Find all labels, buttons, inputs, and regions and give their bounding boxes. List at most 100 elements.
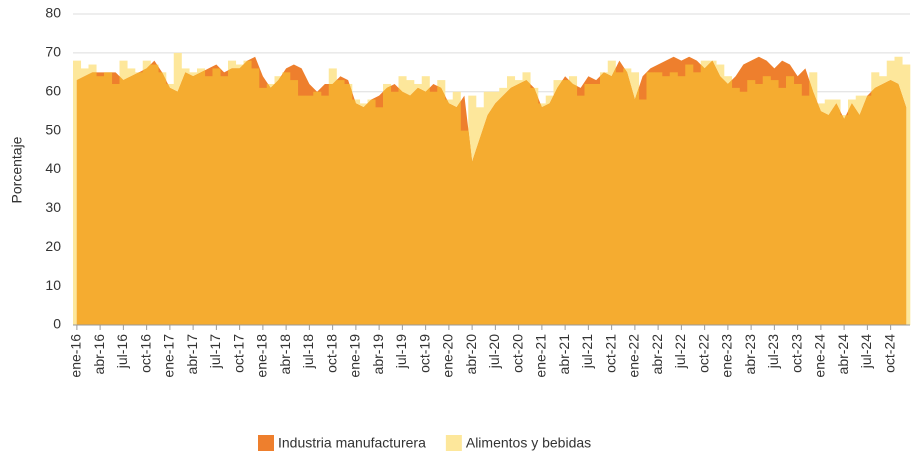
bar-overlap-group <box>76 56 907 325</box>
bar-overlap <box>561 80 570 325</box>
bar-overlap <box>840 115 849 325</box>
bar-overlap <box>902 64 907 325</box>
bar-overlap <box>747 80 756 325</box>
bar-overlap <box>158 72 167 325</box>
bar-overlap <box>615 72 624 325</box>
x-tick-label: oct-22 <box>695 334 711 373</box>
y-tick-label: 30 <box>45 199 61 215</box>
bar-overlap <box>367 99 376 325</box>
y-tick-label: 10 <box>45 277 61 293</box>
x-tick-label: ene-22 <box>626 334 642 378</box>
bar-overlap <box>290 80 299 325</box>
bar-overlap <box>235 64 244 325</box>
bar-overlap <box>514 80 523 325</box>
bar-overlap <box>445 99 454 325</box>
x-tick-label: jul-19 <box>393 334 409 369</box>
bar-overlap <box>716 64 725 325</box>
bar-overlap <box>669 72 678 325</box>
x-tick-label: ene-18 <box>254 334 270 378</box>
bar-overlap <box>80 68 89 325</box>
bar-overlap <box>313 91 322 325</box>
bar-overlap <box>414 83 423 325</box>
bar-overlap <box>677 76 686 325</box>
x-tick-label: jul-22 <box>672 334 688 369</box>
bar <box>902 64 911 325</box>
bar-overlap <box>809 72 818 325</box>
bar-overlap <box>390 91 399 325</box>
bar-overlap <box>522 72 531 325</box>
bar-overlap <box>460 130 469 325</box>
bar-overlap <box>197 68 206 325</box>
bar-overlap <box>700 60 709 325</box>
bar-overlap <box>801 95 810 325</box>
bar-overlap <box>545 95 554 325</box>
bar-overlap <box>824 99 833 325</box>
bar-overlap <box>631 72 640 325</box>
bar-overlap <box>421 76 430 325</box>
bar-overlap <box>793 83 802 325</box>
y-tick-label: 60 <box>45 82 61 98</box>
bar-overlap <box>76 60 82 325</box>
bar-overlap <box>770 80 779 325</box>
bar-overlap <box>398 76 407 325</box>
bar-overlap <box>228 60 237 325</box>
bar-overlap <box>375 107 384 325</box>
bar-overlap <box>220 76 229 325</box>
bar-overlap <box>731 87 740 325</box>
bar-overlap <box>142 60 151 325</box>
bar-overlap <box>569 76 578 325</box>
bar-overlap <box>282 72 291 325</box>
x-tick-label: abr-23 <box>742 334 758 375</box>
y-tick-label: 20 <box>45 238 61 254</box>
x-tick-label: jul-21 <box>579 334 595 369</box>
bar-overlap <box>204 76 213 325</box>
bar-overlap <box>150 64 159 325</box>
x-tick-label: oct-24 <box>881 334 897 373</box>
bar-overlap <box>894 56 903 325</box>
bar-overlap <box>297 95 306 325</box>
x-tick-label: oct-18 <box>323 334 339 373</box>
x-tick-label: jul-20 <box>486 334 502 369</box>
x-tick-label: abr-19 <box>370 334 386 375</box>
x-tick-label: jul-23 <box>765 334 781 369</box>
bar-overlap <box>530 87 539 325</box>
bar-overlap <box>817 103 826 325</box>
bar-overlap <box>321 95 330 325</box>
bar-overlap <box>863 95 872 325</box>
bar-overlap <box>359 103 368 325</box>
x-tick-label: abr-18 <box>277 334 293 375</box>
bar-overlap <box>127 68 136 325</box>
x-tick-label: ene-23 <box>719 334 735 378</box>
bar-overlap <box>638 99 647 325</box>
bar-overlap <box>592 83 601 325</box>
bar-overlap <box>243 60 252 325</box>
x-tick-label: jul-17 <box>207 334 223 369</box>
bar-overlap <box>607 60 616 325</box>
x-tick-label: oct-23 <box>788 334 804 373</box>
bar-overlap <box>251 68 260 325</box>
bar-overlap <box>189 72 198 325</box>
bar-overlap <box>499 87 508 325</box>
bar-overlap <box>553 80 562 325</box>
bar-overlap <box>406 80 415 325</box>
bar-overlap <box>104 72 113 325</box>
bar-overlap <box>336 80 345 325</box>
bar-overlap <box>476 107 485 325</box>
bar-overlap <box>135 72 144 325</box>
x-tick-label: abr-20 <box>463 334 479 375</box>
y-tick-label: 0 <box>53 316 61 332</box>
bar-overlap <box>871 72 880 325</box>
bar-overlap <box>305 95 314 325</box>
bar-overlap <box>538 103 547 325</box>
y-tick-label: 70 <box>45 44 61 60</box>
bar-overlap <box>452 91 461 325</box>
x-tick-label: abr-21 <box>556 334 572 375</box>
bar-overlap <box>468 95 477 325</box>
bar-overlap <box>879 76 888 325</box>
bar-overlap <box>383 83 392 325</box>
bar-overlap <box>685 64 694 325</box>
bar-overlap <box>623 68 632 325</box>
x-tick-label: jul-16 <box>114 334 130 369</box>
bar-overlap <box>491 91 500 325</box>
